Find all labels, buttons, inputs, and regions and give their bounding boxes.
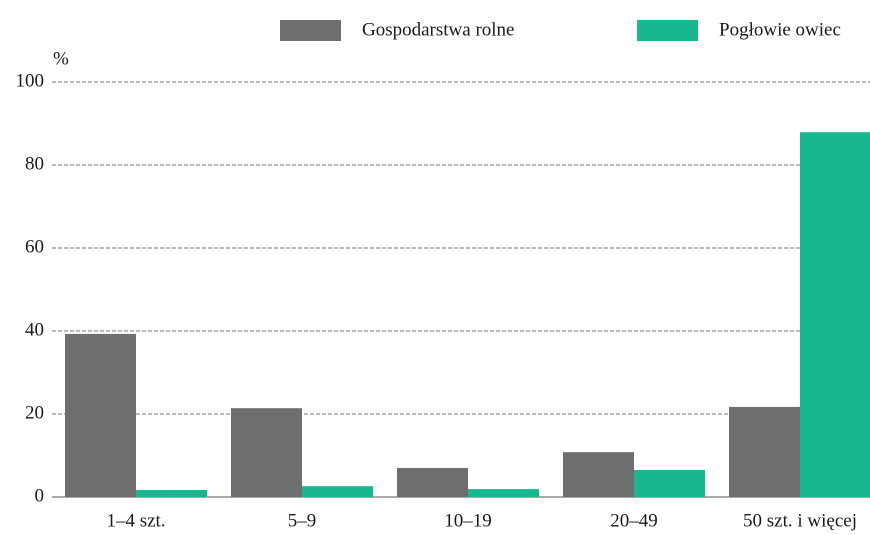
- bar: [231, 408, 302, 497]
- legend-label: Gospodarstwa rolne: [362, 19, 515, 40]
- bar: [800, 132, 870, 497]
- x-tick-label: 5–9: [288, 510, 317, 531]
- x-tick-label: 20–49: [610, 510, 658, 531]
- bar: [729, 406, 800, 497]
- legend-swatch: [637, 20, 698, 41]
- x-tick-label: 50 szt. i więcej: [743, 510, 857, 531]
- y-tick-label: 20: [25, 402, 44, 423]
- y-tick-label: 40: [25, 319, 44, 340]
- y-tick-label: 80: [25, 153, 44, 174]
- x-tick-label: 10–19: [444, 510, 492, 531]
- y-tick-label: 100: [16, 70, 45, 91]
- bar: [397, 467, 468, 497]
- bar: [563, 452, 634, 497]
- bar: [136, 489, 207, 497]
- bar: [634, 470, 705, 497]
- bar: [65, 333, 136, 497]
- y-axis-label: %: [53, 48, 69, 69]
- bar: [468, 489, 539, 497]
- x-tick-label: 1–4 szt.: [106, 510, 165, 531]
- y-tick-label: 0: [35, 485, 45, 506]
- legend-label: Pogłowie owiec: [719, 19, 841, 40]
- y-tick-label: 60: [25, 236, 44, 257]
- legend-swatch: [280, 20, 341, 41]
- bar: [302, 486, 373, 497]
